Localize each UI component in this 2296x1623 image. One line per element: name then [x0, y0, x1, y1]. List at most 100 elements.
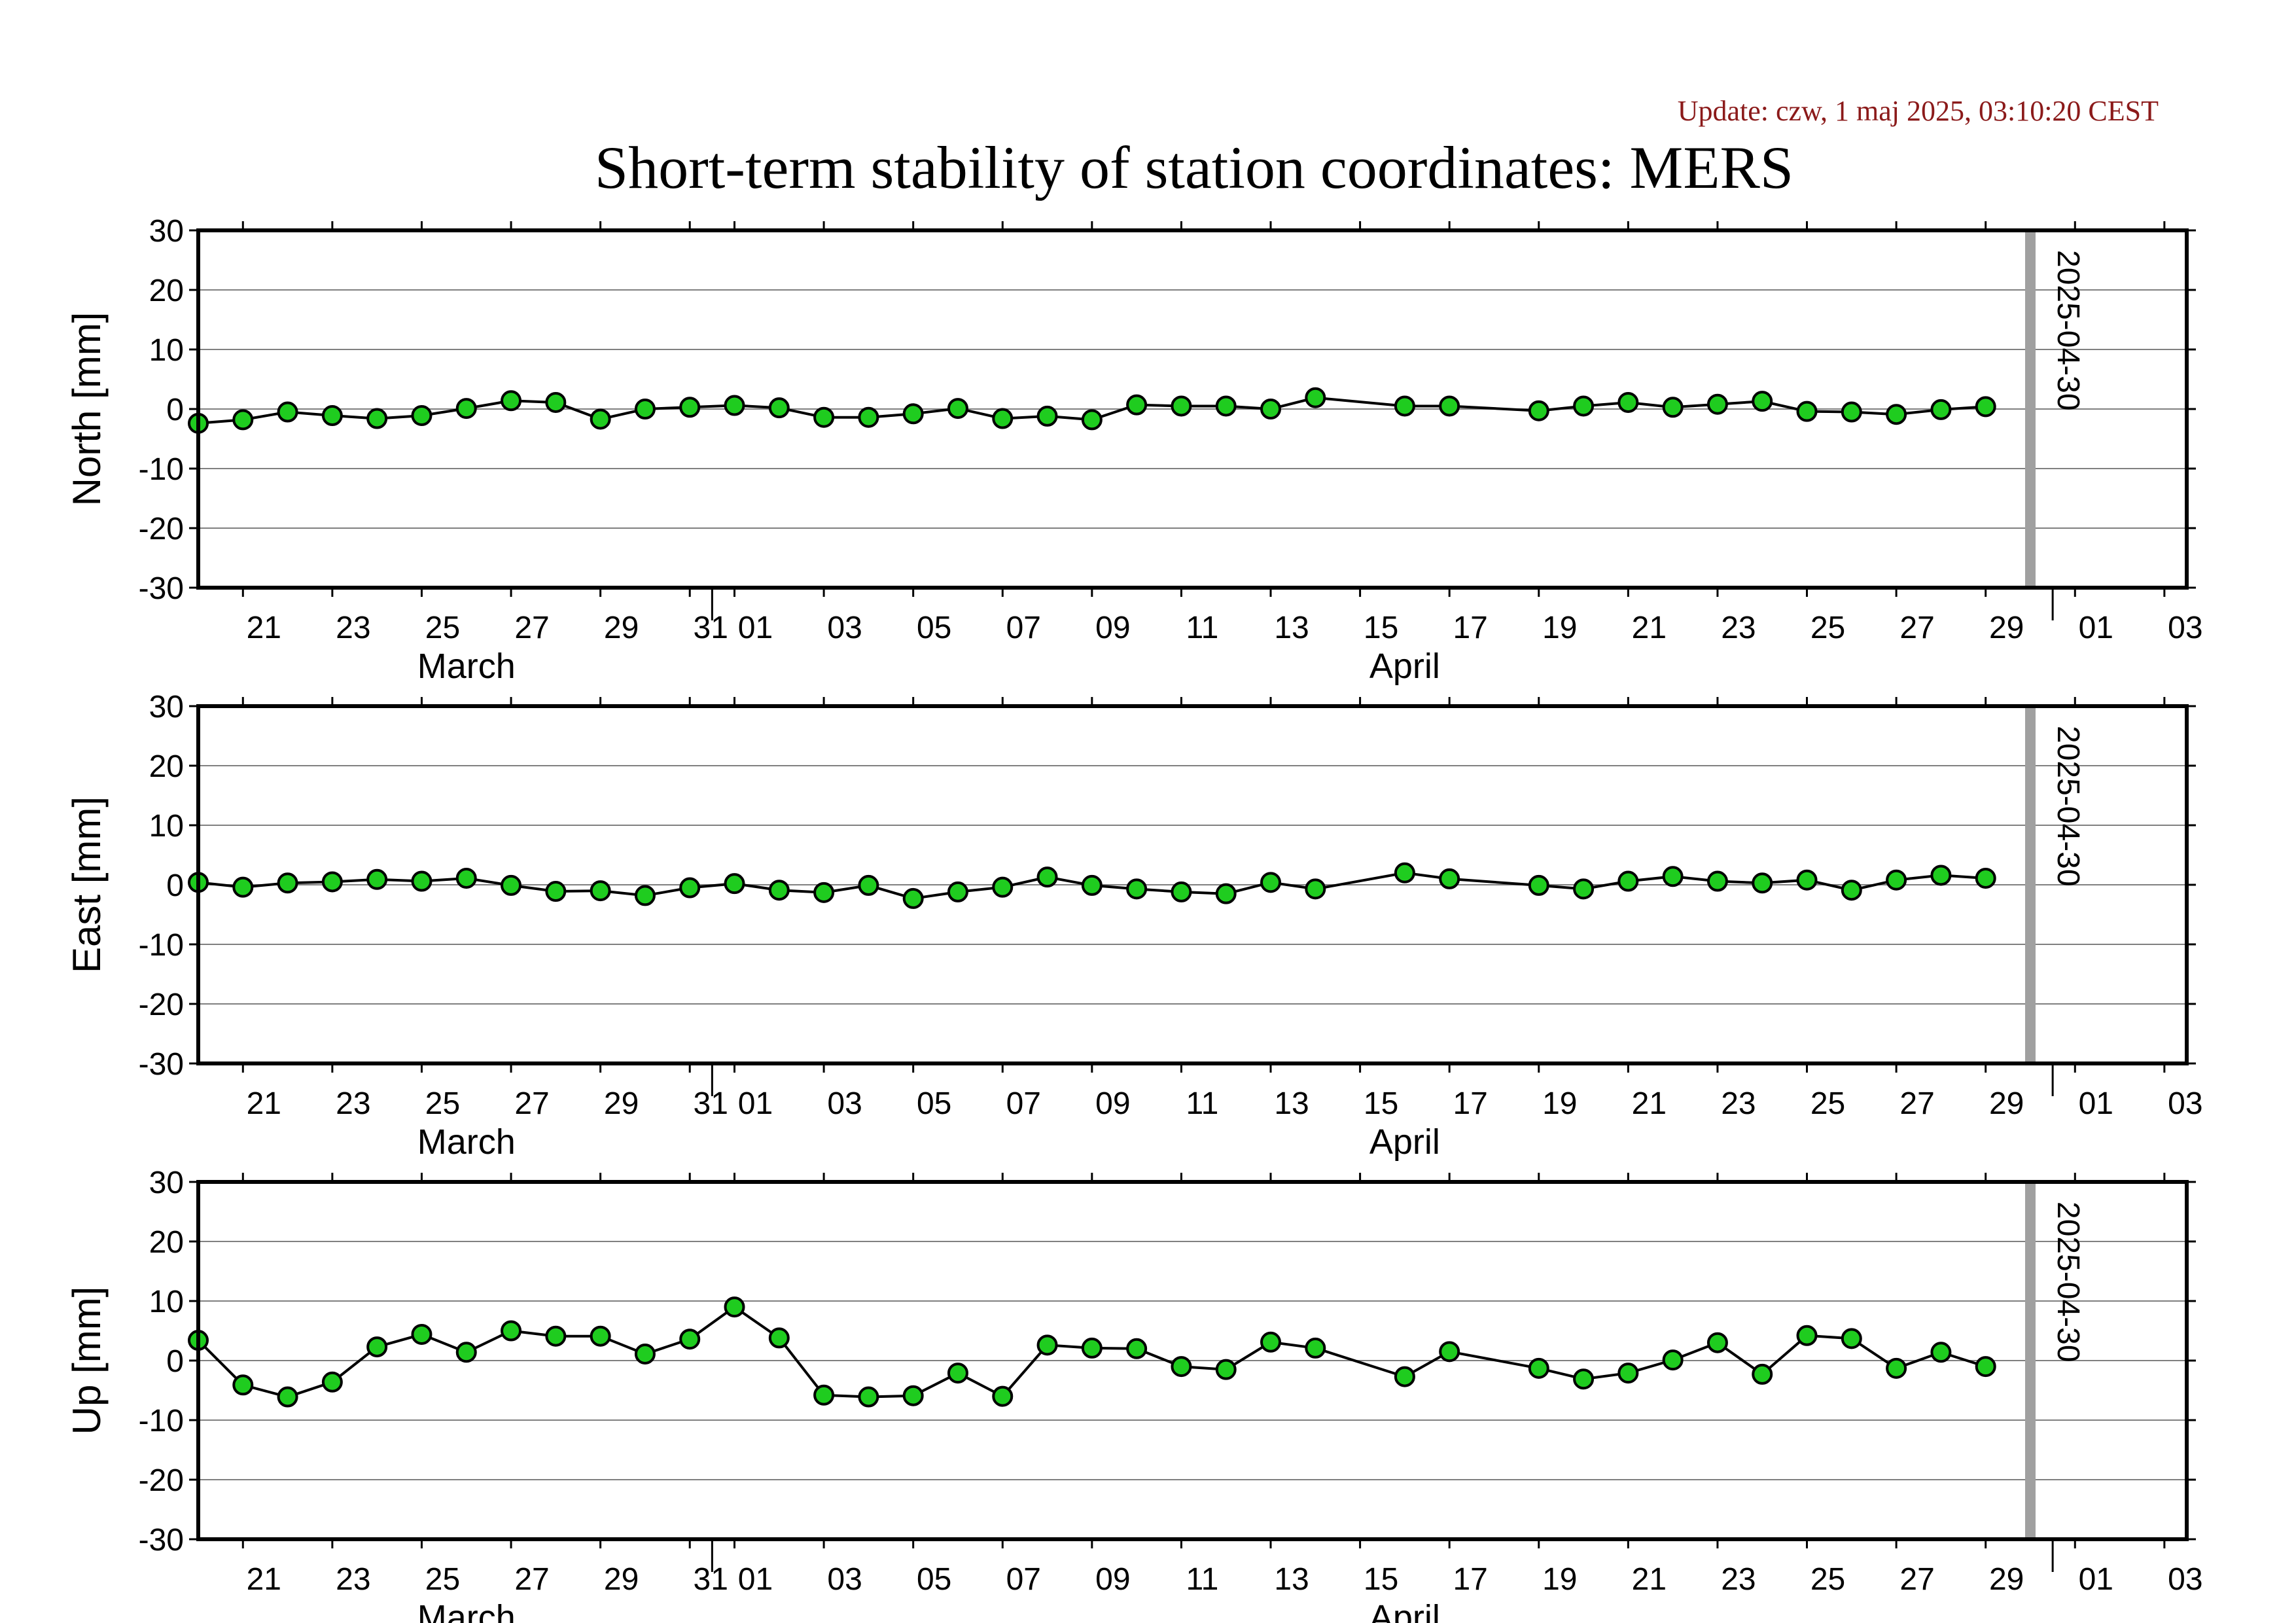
data-point: [768, 1327, 790, 1349]
x-tick-label: 23: [336, 1562, 370, 1597]
data-point: [1528, 1357, 1549, 1379]
data-point: [858, 406, 879, 428]
x-tick-label: 29: [604, 1562, 639, 1597]
x-tick-label: 13: [1274, 1562, 1309, 1597]
y-tick-label: -20: [139, 1463, 184, 1498]
data-point: [1528, 400, 1549, 421]
x-tick-label: 09: [1095, 611, 1130, 645]
data-point: [590, 1325, 611, 1347]
data-point: [366, 1336, 388, 1358]
y-tick-label: -10: [139, 452, 184, 487]
data-point: [1215, 395, 1237, 417]
y-tick-label: 10: [149, 333, 184, 368]
data-point: [366, 868, 388, 890]
x-tick-label: 23: [1721, 1086, 1756, 1121]
data-point: [1081, 1337, 1103, 1359]
x-tick-label: 17: [1453, 1086, 1487, 1121]
data-point: [1126, 394, 1148, 416]
data-point: [1662, 866, 1684, 887]
month-label: April: [1369, 1598, 1440, 1623]
panel-2: 30 20 10 0 -10 -20 -30 Up [mm] 2025-04-30 21 23 25 2…: [65, 1166, 2203, 1623]
data-point: [1394, 1366, 1415, 1387]
data-point: [232, 409, 254, 431]
data-point: [858, 1386, 879, 1408]
data-point: [1841, 880, 1862, 901]
plot-frame: [196, 228, 2189, 590]
data-point: [1305, 878, 1326, 900]
data-point: [1171, 1356, 1192, 1378]
y-axis-label: East [mm]: [65, 796, 109, 973]
y-tick-label: -30: [139, 1523, 184, 1558]
data-point: [1126, 1338, 1148, 1359]
x-tick-label: 15: [1364, 1562, 1398, 1597]
data-point: [813, 882, 835, 903]
data-point: [1439, 395, 1460, 417]
x-tick-label: 07: [1006, 611, 1041, 645]
y-tick-label: -20: [139, 512, 184, 546]
x-tick-label: 27: [514, 611, 549, 645]
month-label: April: [1369, 1122, 1440, 1162]
marker-label: 2025-04-30: [2051, 1202, 2085, 1363]
data-point: [947, 1363, 968, 1384]
month-label: March: [417, 1122, 516, 1162]
data-point: [1439, 1341, 1460, 1363]
data-point: [1215, 1359, 1237, 1380]
data-point: [1706, 393, 1728, 415]
x-tick-label: 03: [827, 1086, 862, 1121]
data-point: [277, 1386, 298, 1408]
data-point: [1841, 401, 1862, 423]
data-point: [1573, 1368, 1595, 1390]
x-tick-label: 15: [1364, 1086, 1398, 1121]
x-tick-label: 25: [425, 1562, 460, 1597]
y-tick-label: 30: [149, 1166, 184, 1200]
data-point: [1796, 1325, 1818, 1346]
x-tick-label: 21: [247, 1562, 281, 1597]
data-point: [813, 1384, 835, 1406]
x-tick-label: 25: [1810, 1562, 1845, 1597]
x-tick-label: 27: [1899, 1086, 1934, 1121]
y-tick-label: 30: [149, 214, 184, 249]
data-point: [232, 1374, 254, 1396]
data-point: [501, 874, 522, 896]
data-point: [366, 408, 388, 429]
data-point: [545, 1325, 567, 1347]
data-point: [1752, 1363, 1773, 1385]
data-point: [1305, 1337, 1326, 1359]
x-tick-label: 31: [694, 1562, 728, 1597]
x-tick-label: 11: [1186, 1562, 1219, 1597]
x-tick-label: 17: [1453, 1562, 1487, 1597]
x-tick-label: 23: [1721, 611, 1756, 645]
x-tick-label: 13: [1274, 611, 1309, 645]
x-tick-label: 25: [425, 611, 460, 645]
x-tick-label: 17: [1453, 611, 1487, 645]
x-tick-label: 25: [1810, 1086, 1845, 1121]
data-point: [1841, 1328, 1862, 1349]
y-tick-label: 10: [149, 1285, 184, 1319]
data-point: [1617, 391, 1639, 413]
x-tick-label: 27: [1899, 1562, 1934, 1597]
data-point: [1036, 1334, 1058, 1356]
x-tick-label: 03: [2168, 611, 2202, 645]
data-point: [1081, 874, 1103, 896]
y-tick-label: 0: [166, 868, 184, 903]
x-tick-label: 03: [827, 611, 862, 645]
month-label: March: [417, 1598, 516, 1623]
data-point: [1886, 404, 1907, 425]
x-tick-label: 13: [1274, 1086, 1309, 1121]
data-point: [1662, 397, 1684, 418]
x-tick-label: 21: [1632, 611, 1667, 645]
y-tick-label: -30: [139, 1047, 184, 1082]
data-point: [277, 401, 298, 423]
x-tick-label: 23: [336, 1086, 370, 1121]
data-point: [1706, 1332, 1728, 1353]
data-point: [1215, 883, 1237, 904]
x-tick-label: 27: [514, 1086, 549, 1121]
x-tick-label: 29: [1989, 1086, 2024, 1121]
x-tick-label: 27: [1899, 611, 1934, 645]
x-tick-label: 27: [514, 1562, 549, 1597]
x-tick-label: 23: [336, 611, 370, 645]
x-tick-label: 01: [738, 1086, 773, 1121]
data-point: [1796, 401, 1818, 422]
data-point: [1394, 395, 1415, 417]
